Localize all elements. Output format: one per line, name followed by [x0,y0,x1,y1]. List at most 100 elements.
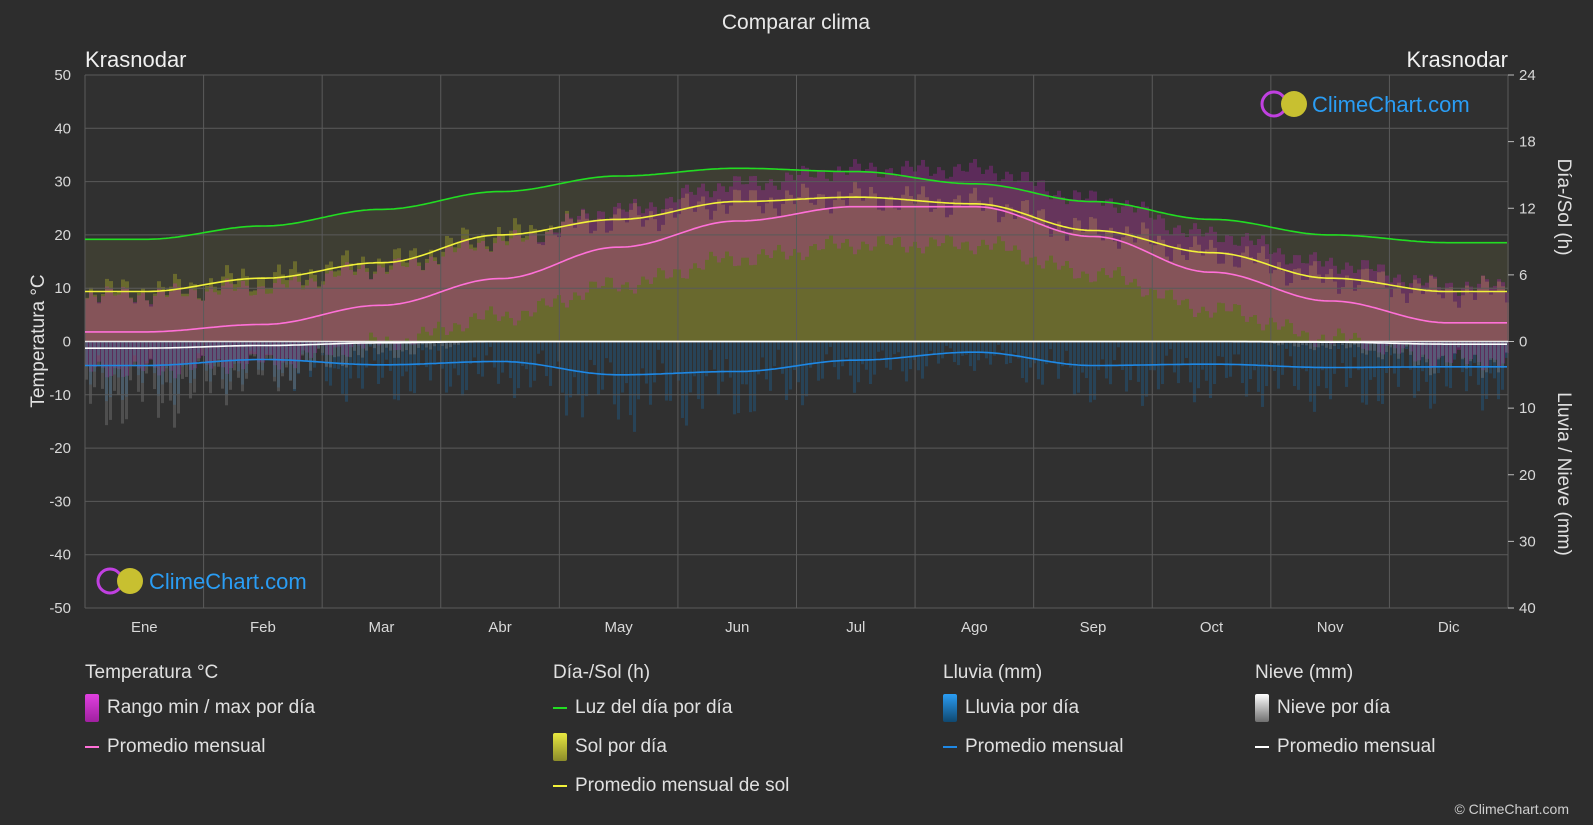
sunshine-bar [329,261,333,342]
rain-bar [633,341,636,432]
rain-bar [1305,341,1308,372]
brand-logo-top[interactable]: ClimeChart.com [1260,90,1470,118]
rain-bar [185,341,188,366]
snow-bar [349,341,352,358]
sunshine-bar [301,285,305,342]
sunshine-bar [1201,255,1205,342]
sunshine-bar [917,194,921,342]
rain-bar [753,341,756,412]
sunshine-bar [833,200,837,342]
snow-bar [173,341,176,428]
sunshine-bar [1345,275,1349,342]
legend-label: Sol por día [575,735,667,757]
rain-bar [461,341,464,396]
sunshine-bar [277,264,281,342]
sunshine-bar [1465,285,1469,342]
sunshine-bar [1417,283,1421,342]
sunshine-bar [1121,237,1125,342]
sunshine-bar [1449,287,1453,342]
sunshine-bar [1169,261,1173,342]
rain-bar [1009,341,1012,364]
snow-bar [209,341,212,394]
snow-bar [157,341,160,418]
sunshine-bar [1329,268,1333,342]
sunshine-bar [121,279,125,342]
rain-bar [1237,341,1240,355]
x-tick-label: May [604,619,633,636]
x-tick-label: Sep [1080,619,1107,636]
rain-bar [625,341,628,384]
snow-bar [397,341,400,358]
rain-bar [385,341,388,360]
sunshine-bar [453,247,457,342]
snow-bar [1409,341,1412,355]
sunshine-bar [929,211,933,342]
sunshine-bar [921,186,925,342]
sunshine-bar [1321,282,1325,342]
snow-bar [1401,341,1404,353]
axis-right-top-label: Día-/Sol (h) [1553,158,1574,255]
rain-bar [941,341,944,359]
rain-bar [365,341,368,368]
sunshine-bar [589,233,593,342]
rain-bar [217,341,220,360]
rain-bar [801,341,804,406]
snow-bar [361,341,364,358]
rain-bar [621,341,624,393]
sunshine-bar [341,255,345,342]
sunshine-bar [645,220,649,342]
x-tick-label: Feb [250,619,276,636]
y-right-top-tick-label: 18 [1519,134,1536,151]
sunshine-bar [457,241,461,342]
snow-bar [325,341,328,367]
snow-bar [1453,341,1456,354]
snow-bar [149,341,152,359]
sunshine-bar [533,228,537,342]
snow-bar [1433,341,1436,374]
snow-bar [297,341,300,373]
snow-bar [129,341,132,381]
rain-bar [809,341,812,368]
snow-bar [1413,341,1416,367]
rain-bar [1501,341,1504,390]
rain-bar [573,341,576,378]
sunshine-bar [1069,232,1073,342]
rain-bar [1117,341,1120,348]
sunshine-bar [1485,281,1489,342]
temp-range-swatch [85,693,99,722]
rain-bar [833,341,836,368]
rain-bar [157,341,160,396]
rain-bar [901,341,904,372]
brand-logo-bottom[interactable]: ClimeChart.com [96,567,307,595]
rain-bar [1177,341,1180,384]
sunshine-bar [1065,240,1069,342]
snow-bar [225,341,228,406]
rain-bar [669,341,672,401]
sunshine-bar [973,187,977,342]
sunshine-bar [765,203,769,342]
sunshine-bar [993,208,997,342]
x-tick-label: Ago [961,619,988,636]
rain-bar [1357,341,1360,371]
snow-bar [1449,341,1452,367]
sunshine-bar [197,298,201,342]
sunshine-bar [909,196,913,342]
sunshine-bar [305,279,309,342]
rain-bar [1141,341,1144,406]
rain-bar [113,341,116,375]
sunshine-bar [245,276,249,342]
rain-bar [1445,341,1448,387]
rain-bar [1333,341,1336,374]
sunshine-bar [725,213,729,342]
sunshine-bar [145,300,149,342]
sunshine-bar [1133,242,1137,342]
sunshine-bar [1061,230,1065,342]
snow-bar [1417,341,1420,366]
snow-bar [313,341,316,363]
y-right-top-tick-label: 12 [1519,200,1536,217]
sunshine-bar [853,181,857,342]
rain-bar [1165,341,1168,356]
rain-bar [925,341,928,367]
sunshine-bar [1189,246,1193,342]
sunshine-bar [1113,241,1117,342]
